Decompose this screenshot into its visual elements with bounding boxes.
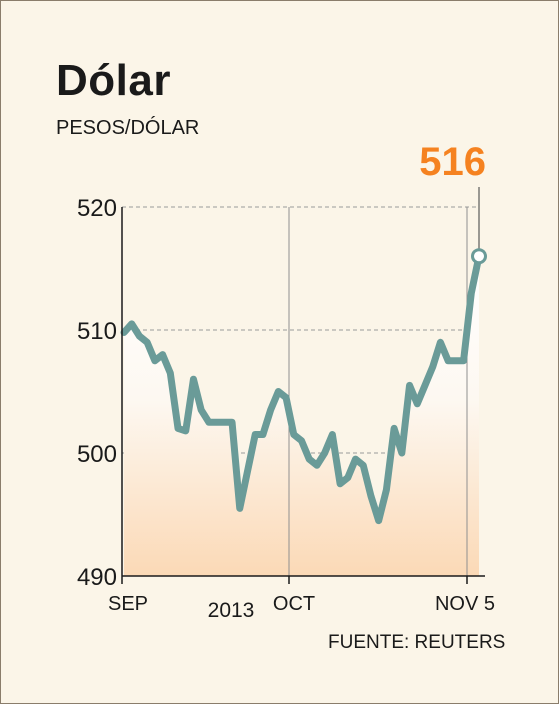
last-value-label: 516 xyxy=(419,140,486,184)
x-tick-label: OCT xyxy=(273,593,315,615)
x-tick-label: SEP xyxy=(108,593,148,615)
unit-label: PESOS/DÓLAR xyxy=(56,117,200,139)
y-tick-label: 490 xyxy=(77,564,117,591)
y-tick-label: 520 xyxy=(77,195,117,222)
source-label: FUENTE: REUTERS xyxy=(328,632,506,653)
last-point-marker xyxy=(471,248,487,265)
chart-title: Dólar xyxy=(56,56,171,105)
x-tick-label: NOV 5 xyxy=(435,593,495,615)
y-tick-label: 510 xyxy=(77,318,117,345)
year-label: 2013 xyxy=(208,599,255,622)
y-tick-label: 500 xyxy=(77,441,117,468)
series-line xyxy=(120,252,483,525)
area-fill xyxy=(124,256,479,576)
